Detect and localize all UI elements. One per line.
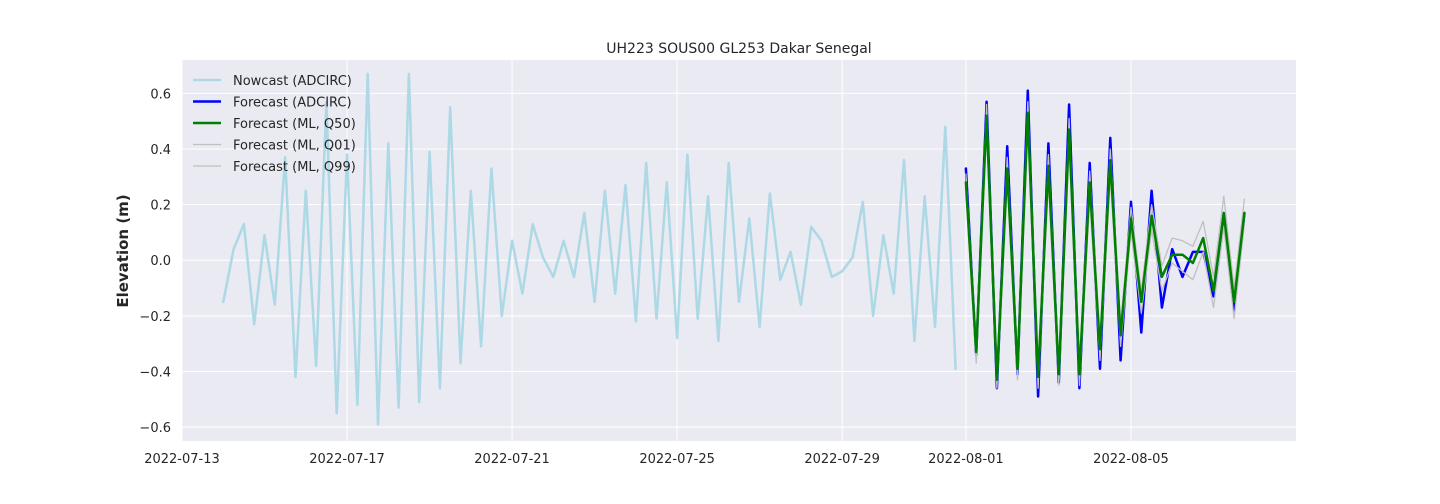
x-tick-label: 2022-07-13 bbox=[144, 452, 220, 467]
series-line-0 bbox=[222, 72, 957, 426]
y-axis-label: Elevation (m) bbox=[114, 194, 132, 307]
x-tick-label: 2022-07-25 bbox=[639, 452, 715, 467]
x-tick-label: 2022-07-21 bbox=[474, 452, 550, 467]
y-axis: −0.6 −0.4 −0.2 0.0 0.2 0.4 0.6 bbox=[139, 87, 171, 436]
y-tick-label: −0.6 bbox=[139, 421, 171, 436]
legend-label: Nowcast (ADCIRC) bbox=[233, 74, 352, 89]
x-tick-label: 2022-08-01 bbox=[928, 452, 1004, 467]
chart-title: UH223 SOUS00 GL253 Dakar Senegal bbox=[606, 41, 871, 57]
legend-label: Forecast (ML, Q01) bbox=[233, 139, 356, 154]
y-tick-label: −0.2 bbox=[139, 310, 171, 325]
x-tick-label: 2022-07-17 bbox=[309, 452, 385, 467]
y-tick-label: 0.4 bbox=[150, 143, 171, 158]
x-tick-label: 2022-07-29 bbox=[804, 452, 880, 467]
y-tick-label: −0.4 bbox=[139, 365, 171, 380]
y-tick-label: 0.6 bbox=[150, 87, 171, 102]
plot-area-background bbox=[182, 60, 1296, 441]
series-line-2 bbox=[964, 111, 1246, 382]
legend-label: Forecast (ML, Q50) bbox=[233, 117, 356, 132]
legend-label: Forecast (ML, Q99) bbox=[233, 160, 356, 175]
series-layer bbox=[222, 72, 1246, 426]
x-tick-label: 2022-08-05 bbox=[1093, 452, 1169, 467]
y-tick-label: 0.2 bbox=[150, 199, 171, 214]
y-tick-label: 0.0 bbox=[150, 254, 171, 269]
legend-label: Forecast (ADCIRC) bbox=[233, 96, 352, 111]
legend: Nowcast (ADCIRC) Forecast (ADCIRC) Forecas… bbox=[193, 74, 356, 175]
grid bbox=[181, 60, 1296, 441]
x-axis: 2022-07-13 2022-07-17 2022-07-21 2022-07-25… bbox=[144, 452, 1169, 467]
